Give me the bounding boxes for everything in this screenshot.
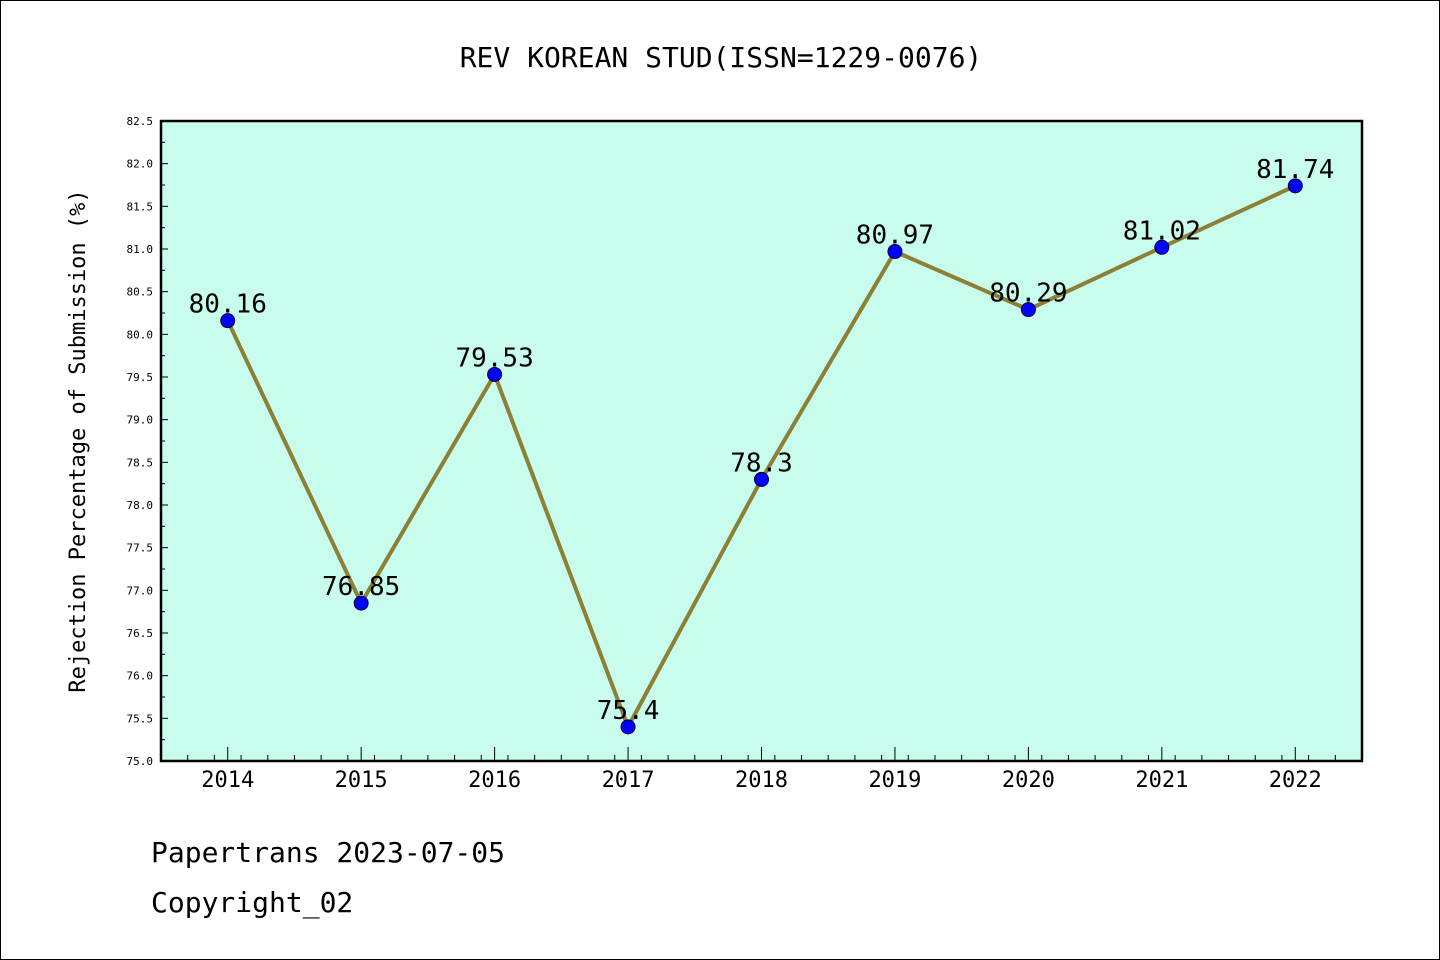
data-label: 80.97: [856, 221, 934, 251]
y-tick-label: 78.0: [127, 499, 154, 512]
plot-border: [159, 119, 1364, 763]
data-label: 75.4: [597, 696, 660, 726]
data-point: [220, 313, 236, 329]
data-point: [487, 366, 503, 382]
y-tick-label: 77.0: [127, 584, 154, 597]
data-point: [1154, 239, 1170, 255]
data-label: 76.85: [322, 572, 400, 602]
y-tick-label: 79.5: [127, 371, 154, 384]
y-tick-label: 80.0: [127, 328, 154, 341]
data-label: 80.16: [189, 290, 267, 320]
y-tick-label: 77.5: [127, 542, 154, 555]
y-axis-label: Rejection Percentage of Submission (%): [66, 189, 91, 692]
data-point: [1020, 302, 1036, 318]
y-tick-label: 82.5: [127, 115, 154, 128]
y-tick-label: 82.0: [127, 158, 154, 171]
x-tick-label: 2016: [468, 768, 521, 793]
x-tick-label: 2017: [602, 768, 655, 793]
data-label: 78.3: [730, 448, 793, 478]
x-tick-label: 2018: [735, 768, 788, 793]
series-layer: [220, 178, 1303, 735]
data-point: [887, 244, 903, 260]
data-point: [620, 719, 636, 735]
footer-source: Papertrans 2023-07-05: [151, 836, 506, 869]
chart-title: REV KOREAN STUD(ISSN=1229-0076): [460, 41, 983, 74]
plot-area: [161, 121, 1362, 761]
x-tick-label: 2019: [868, 768, 921, 793]
y-tick-label: 81.5: [127, 200, 154, 213]
data-point: [1287, 178, 1303, 194]
data-label: 80.29: [989, 279, 1067, 309]
y-axis-ticks: 75.0 75.5 76.0 76.5 77.0 77.5 78.0 78.5 79.0 79.5…: [127, 115, 168, 768]
y-tick-label: 79.0: [127, 414, 154, 427]
x-tick-label: 2020: [1002, 768, 1055, 793]
y-tick-label: 80.5: [127, 286, 154, 299]
x-tick-label: 2014: [201, 768, 254, 793]
footer-copyright: Copyright_02: [151, 886, 354, 919]
data-label: 81.02: [1123, 216, 1201, 246]
data-point: [353, 595, 369, 611]
y-tick-label: 78.5: [127, 456, 154, 469]
y-tick-label: 75.5: [127, 712, 154, 725]
y-tick-label: 81.0: [127, 243, 154, 256]
data-label: 79.53: [455, 343, 533, 373]
y-tick-label: 76.0: [127, 670, 154, 683]
data-label: 81.74: [1256, 155, 1334, 185]
x-tick-label: 2015: [335, 768, 388, 793]
data-label-layer: 80.16 76.85 79.53 75.4 78.3 80.97 80.29 81.02 81…: [189, 155, 1335, 726]
y-tick-label: 76.5: [127, 627, 154, 640]
x-tick-label: 2021: [1135, 768, 1188, 793]
x-tick-label: 2022: [1269, 768, 1322, 793]
data-point: [754, 471, 769, 487]
y-tick-label: 75.0: [127, 755, 154, 768]
